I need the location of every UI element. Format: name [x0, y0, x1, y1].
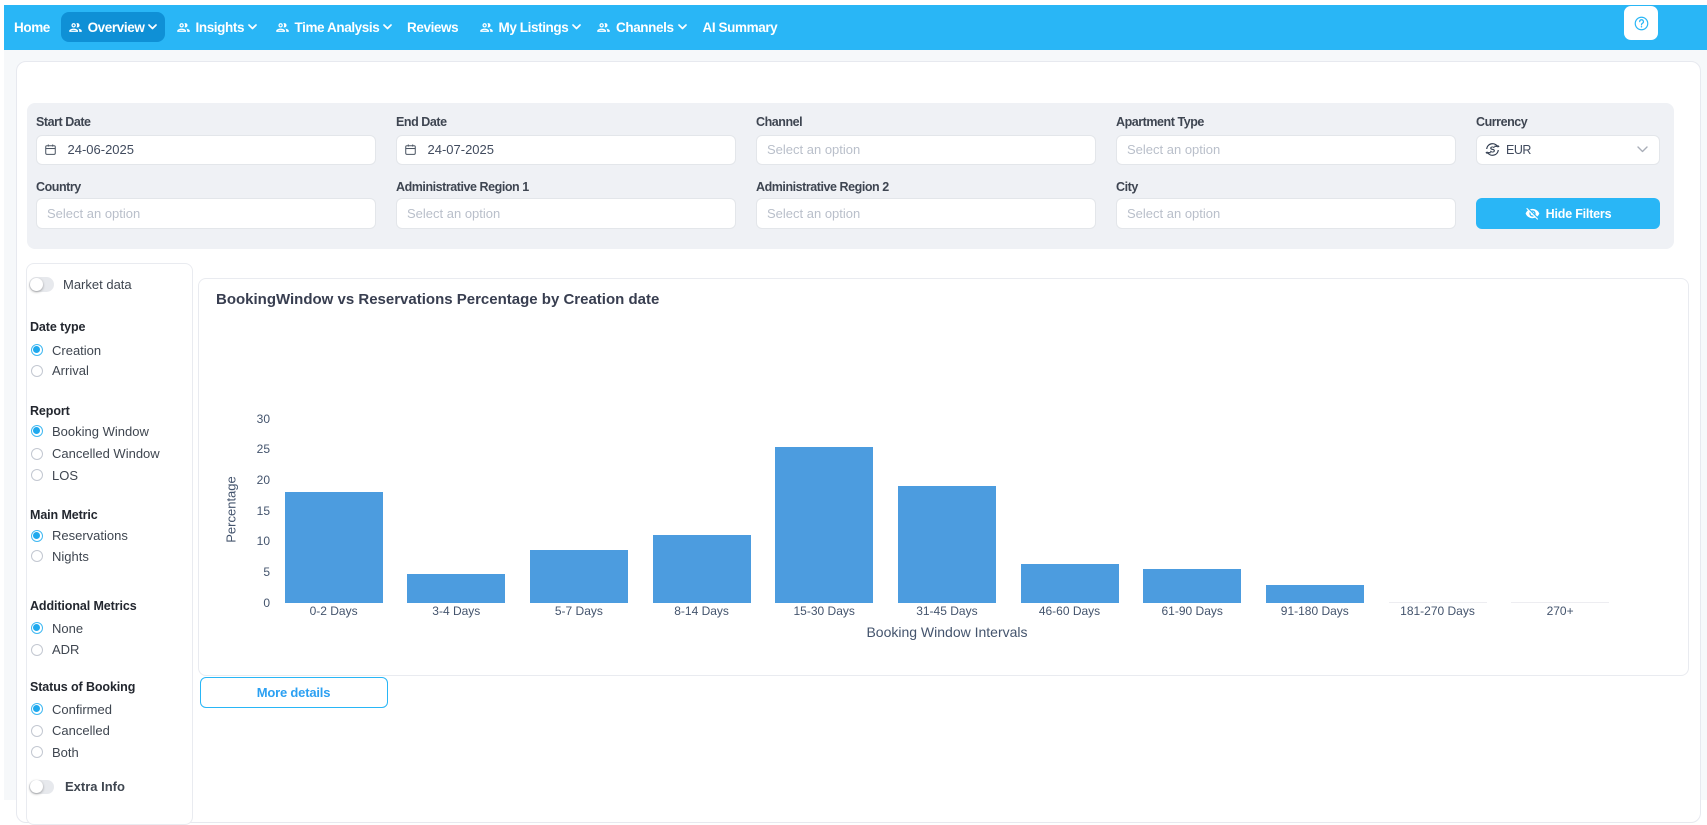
svg-text:S: S	[1490, 145, 1496, 154]
